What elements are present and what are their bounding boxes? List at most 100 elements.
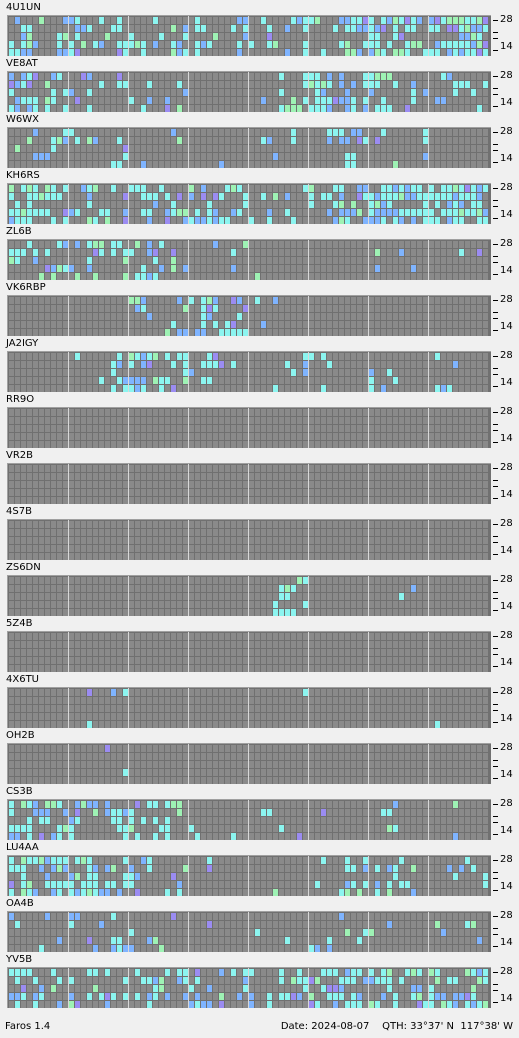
signal-cell [333,641,338,648]
signal-cell [447,601,452,608]
signal-cell [279,529,284,536]
signal-cell [429,305,434,312]
beacon-panel: W6WX 28 14 [0,113,519,169]
signal-cell [369,145,374,152]
signal-cell [177,425,182,432]
signal-cell [399,201,404,208]
signal-cell [303,665,308,672]
signal-cell [51,329,56,336]
signal-cell [45,129,50,136]
signal-cell [357,249,362,256]
signal-cell [435,153,440,160]
signal-cell [15,33,20,40]
signal-cell [291,585,296,592]
signal-cell [387,409,392,416]
signal-cell [351,545,356,552]
signal-cell [45,81,50,88]
signal-cell [213,305,218,312]
signal-cell [471,241,476,248]
signal-cell [39,633,44,640]
signal-cell [435,249,440,256]
signal-cell [189,137,194,144]
signal-cell [57,369,62,376]
signal-cell [267,161,272,168]
signal-cell [417,657,422,664]
signal-cell [309,89,314,96]
signal-cell [225,81,230,88]
station-callsign: VE8AT [6,58,38,69]
signal-cell [219,161,224,168]
signal-cell [267,273,272,280]
signal-cell [309,201,314,208]
signal-cell [81,537,86,544]
signal-cell [123,73,128,80]
signal-cell [333,537,338,544]
signal-cell [159,49,164,56]
signal-cell [9,41,14,48]
signal-cell [63,649,68,656]
signal-cell [213,545,218,552]
band-tick [493,580,498,581]
signal-cell [57,249,62,256]
signal-cell [147,89,152,96]
signal-cell [15,321,20,328]
signal-cell [171,545,176,552]
signal-cell [369,305,374,312]
signal-cell [291,241,296,248]
signal-cell [81,193,86,200]
signal-cell [105,217,110,224]
signal-cell [453,329,458,336]
signal-cell [309,545,314,552]
signal-cell [471,473,476,480]
signal-cell [87,633,92,640]
signal-cell [291,353,296,360]
signal-cell [93,521,98,528]
signal-cell [399,601,404,608]
signal-cell [375,249,380,256]
signal-cell [255,81,260,88]
signal-cell [165,209,170,216]
signal-cell [237,129,242,136]
signal-cell [357,353,362,360]
signal-cell [417,153,422,160]
signal-cell [285,305,290,312]
station-callsign: 4S7B [6,506,32,517]
signal-cell [63,17,68,24]
signal-cell [369,137,374,144]
signal-cell [129,417,134,424]
signal-cell [411,417,416,424]
signal-cell [447,433,452,440]
signal-cell [453,377,458,384]
signal-cell [345,585,350,592]
signal-cell [411,529,416,536]
signal-cell [15,241,20,248]
signal-cell [303,321,308,328]
signal-cell [297,593,302,600]
signal-cell [135,593,140,600]
signal-cell [315,209,320,216]
signal-cell [339,305,344,312]
signal-cell [9,241,14,248]
signal-cell [393,521,398,528]
signal-cell [297,577,302,584]
signal-cell [387,353,392,360]
band-tick [493,610,498,611]
signal-cell [375,17,380,24]
signal-cell [183,537,188,544]
signal-cell [165,129,170,136]
signal-cell [477,425,482,432]
signal-cell [147,73,152,80]
signal-cell [453,193,458,200]
signal-cell [45,377,50,384]
signal-cell [15,657,20,664]
signal-cell [177,385,182,392]
signal-cell [111,497,116,504]
signal-cell [465,593,470,600]
signal-cell [417,353,422,360]
signal-cell [141,481,146,488]
signal-cell [129,249,134,256]
signal-cell [375,201,380,208]
signal-cell [453,657,458,664]
signal-cell [309,489,314,496]
signal-cell [33,297,38,304]
